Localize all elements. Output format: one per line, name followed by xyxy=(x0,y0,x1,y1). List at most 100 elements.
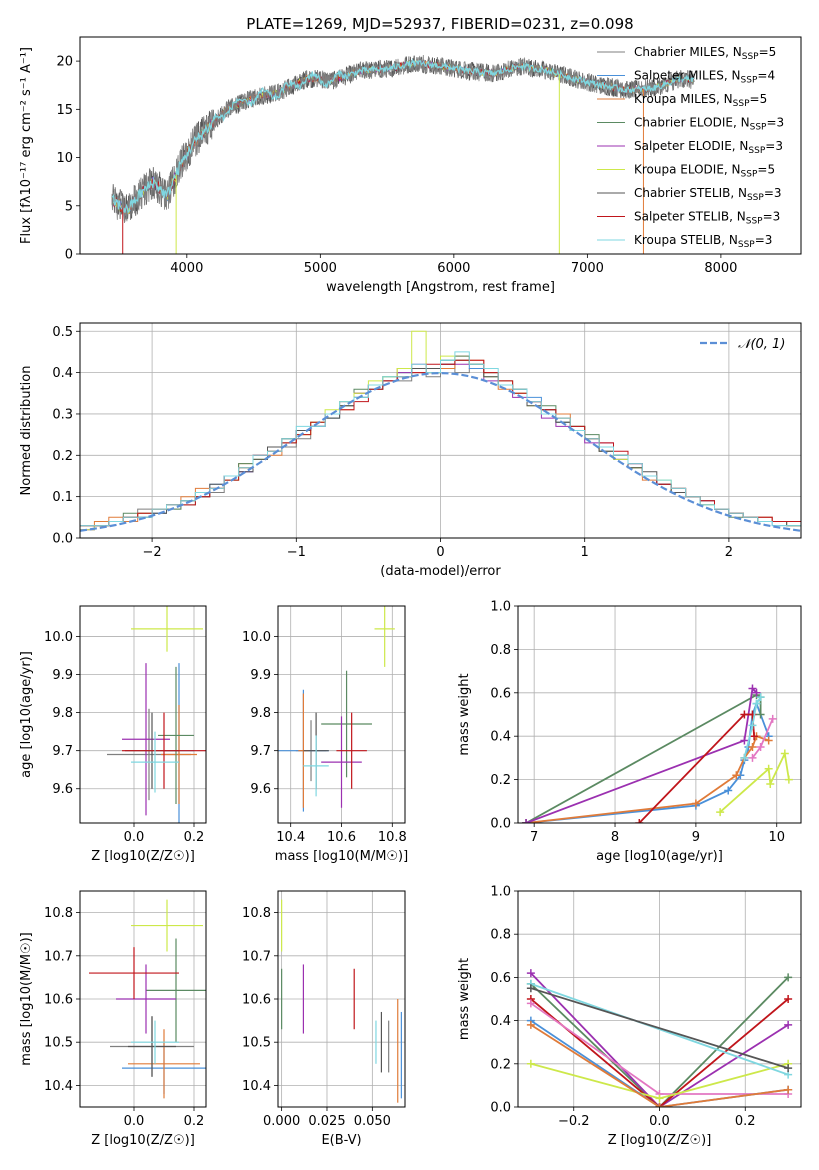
legend-label: Salpeter STELIB, NSSP=3 xyxy=(634,210,780,227)
y-tick-label: 9.8 xyxy=(250,706,271,721)
x-tick-label: 4000 xyxy=(170,261,203,276)
spectrum-line xyxy=(111,58,695,214)
weight-marker xyxy=(784,1064,793,1073)
x-axis-label: Z [log10(Z/Z☉)] xyxy=(91,1133,195,1148)
y-tick-label: 10 xyxy=(56,151,73,166)
legend-label-tail: =3 xyxy=(764,186,782,200)
weight-marker xyxy=(691,799,700,808)
weight-marker xyxy=(740,736,749,745)
weight-marker xyxy=(748,721,757,730)
weight-line xyxy=(638,713,755,823)
y-tick-label: 15 xyxy=(56,103,73,118)
weight-marker xyxy=(724,786,733,795)
y-tick-label: 5 xyxy=(65,199,73,214)
weight-marker xyxy=(768,714,777,723)
weight-marker xyxy=(526,969,535,978)
legend-label-main: Salpeter ELODIE, N xyxy=(634,139,748,153)
weight-marker xyxy=(752,688,761,697)
figure-title: PLATE=1269, MJD=52937, FIBERID=0231, z=0… xyxy=(246,15,633,33)
y-tick-label: 0.5 xyxy=(52,325,73,340)
y-tick-label: 10.0 xyxy=(242,630,271,645)
weight-marker xyxy=(522,819,531,823)
panel-age_vs_Z: 0.0 0.2 9.6 9.7 9.8 9.9 10.0 Z [log10(Z/Z☉)] age… xyxy=(19,605,207,864)
y-tick-label: 20 xyxy=(56,55,73,70)
legend-label-sub: SSP xyxy=(747,193,764,203)
axes-frame xyxy=(79,322,802,539)
y-tick-label: 0.1 xyxy=(52,490,73,505)
legend-label-main: Kroupa STELIB, N xyxy=(634,233,738,247)
y-tick-label: 9.9 xyxy=(250,668,271,683)
y-tick-label: 10.5 xyxy=(242,1036,271,1051)
y-tick-label: 0.6 xyxy=(490,971,511,986)
plot-area xyxy=(107,606,206,823)
weight-line xyxy=(530,998,789,1107)
y-axis-label: age [log10(age/yr)] xyxy=(19,651,34,778)
gaussian-curve xyxy=(80,371,801,532)
panel-weight_vs_Z: −0.2 0.0 0.2 0.0 0.2 0.4 0.6 0.8 1.0 Z [log10(Z/Z… xyxy=(457,885,802,1148)
x-tick-label: 0.2 xyxy=(184,830,205,845)
x-tick-label: 9 xyxy=(692,830,700,845)
y-tick-label: 0.0 xyxy=(490,817,511,832)
weight-line xyxy=(530,1024,789,1107)
x-tick-label: 0.000 xyxy=(263,1114,300,1129)
x-axis-label: wavelength [Angstrom, rest frame] xyxy=(326,280,555,295)
y-tick-label: 0.4 xyxy=(52,366,73,381)
x-tick-label: 10.4 xyxy=(276,830,305,845)
weight-marker xyxy=(764,736,773,745)
weight-line xyxy=(530,976,789,1107)
weight-marker xyxy=(732,771,741,780)
x-tick-label: 8000 xyxy=(704,261,737,276)
y-tick-label: 0.2 xyxy=(490,1057,511,1072)
weight-marker xyxy=(752,699,761,708)
weight-marker xyxy=(784,973,793,982)
legend-label-sub: SSP xyxy=(733,99,750,109)
x-axis-label: mass [log10(M/M☉)] xyxy=(275,849,408,864)
y-tick-label: 0.6 xyxy=(490,686,511,701)
y-tick-label: 0.0 xyxy=(52,532,73,547)
legend-label: Chabrier STELIB, NSSP=3 xyxy=(634,186,782,203)
legend-label: Chabrier MILES, NSSP=5 xyxy=(634,45,776,62)
y-tick-label: 0.8 xyxy=(490,928,511,943)
weight-line xyxy=(526,701,770,823)
weight-marker xyxy=(740,753,749,762)
y-tick-label: 9.6 xyxy=(52,782,73,797)
y-axis-label: mass [log10(M/M☉)] xyxy=(19,932,34,1065)
x-tick-label: −2 xyxy=(143,545,162,560)
legend-label-tail: =4 xyxy=(757,69,775,83)
y-tick-label: 10.4 xyxy=(242,1079,271,1094)
weight-marker xyxy=(784,1085,793,1094)
weight-marker xyxy=(756,710,765,719)
axes-frame xyxy=(79,890,207,1108)
legend-label-sub: SSP xyxy=(741,76,758,86)
y-tick-label: 1.0 xyxy=(490,885,511,900)
x-tick-label: 8 xyxy=(611,830,619,845)
panel-spectrum: 4000 5000 6000 7000 8000 0 5 10 15 20 wavelength [… xyxy=(19,36,802,295)
legend-label-sub: SSP xyxy=(748,146,765,156)
legend-label: Salpeter MILES, NSSP=4 xyxy=(634,69,775,86)
weight-marker xyxy=(748,753,757,762)
y-tick-label: 1.0 xyxy=(490,600,511,615)
y-tick-label: 10.8 xyxy=(44,906,73,921)
x-axis-label: (data-model)/error xyxy=(380,564,501,579)
y-tick-label: 10.0 xyxy=(44,630,73,645)
legend: Chabrier MILES, NSSP=5 Salpeter MILES, NS… xyxy=(597,45,784,250)
axes-frame xyxy=(79,605,207,824)
x-tick-label: 10.8 xyxy=(378,830,407,845)
x-tick-label: 10.6 xyxy=(327,830,356,845)
weight-line xyxy=(530,972,789,1107)
x-axis-label: Z [log10(Z/Z☉)] xyxy=(608,1133,712,1148)
y-tick-label: 0 xyxy=(65,248,73,263)
y-axis-label: Flux [fλ10⁻¹⁷ erg cm⁻² s⁻¹ A⁻¹] xyxy=(19,47,34,244)
panel-weight_vs_age: 7 8 9 10 0.0 0.2 0.4 0.6 0.8 1.0 age [log10(age/yr… xyxy=(457,600,802,864)
y-tick-label: 10.7 xyxy=(242,949,271,964)
legend-label-tail: =3 xyxy=(766,116,784,130)
legend-label-sub: SSP xyxy=(741,170,758,180)
x-tick-label: 6000 xyxy=(437,261,470,276)
weight-marker xyxy=(750,732,759,741)
weight-marker xyxy=(740,710,749,719)
x-axis-label: Z [log10(Z/Z☉)] xyxy=(91,849,195,864)
weight-line xyxy=(719,750,790,813)
legend-label-main: Kroupa MILES, N xyxy=(634,92,733,106)
weight-marker xyxy=(655,1094,664,1103)
